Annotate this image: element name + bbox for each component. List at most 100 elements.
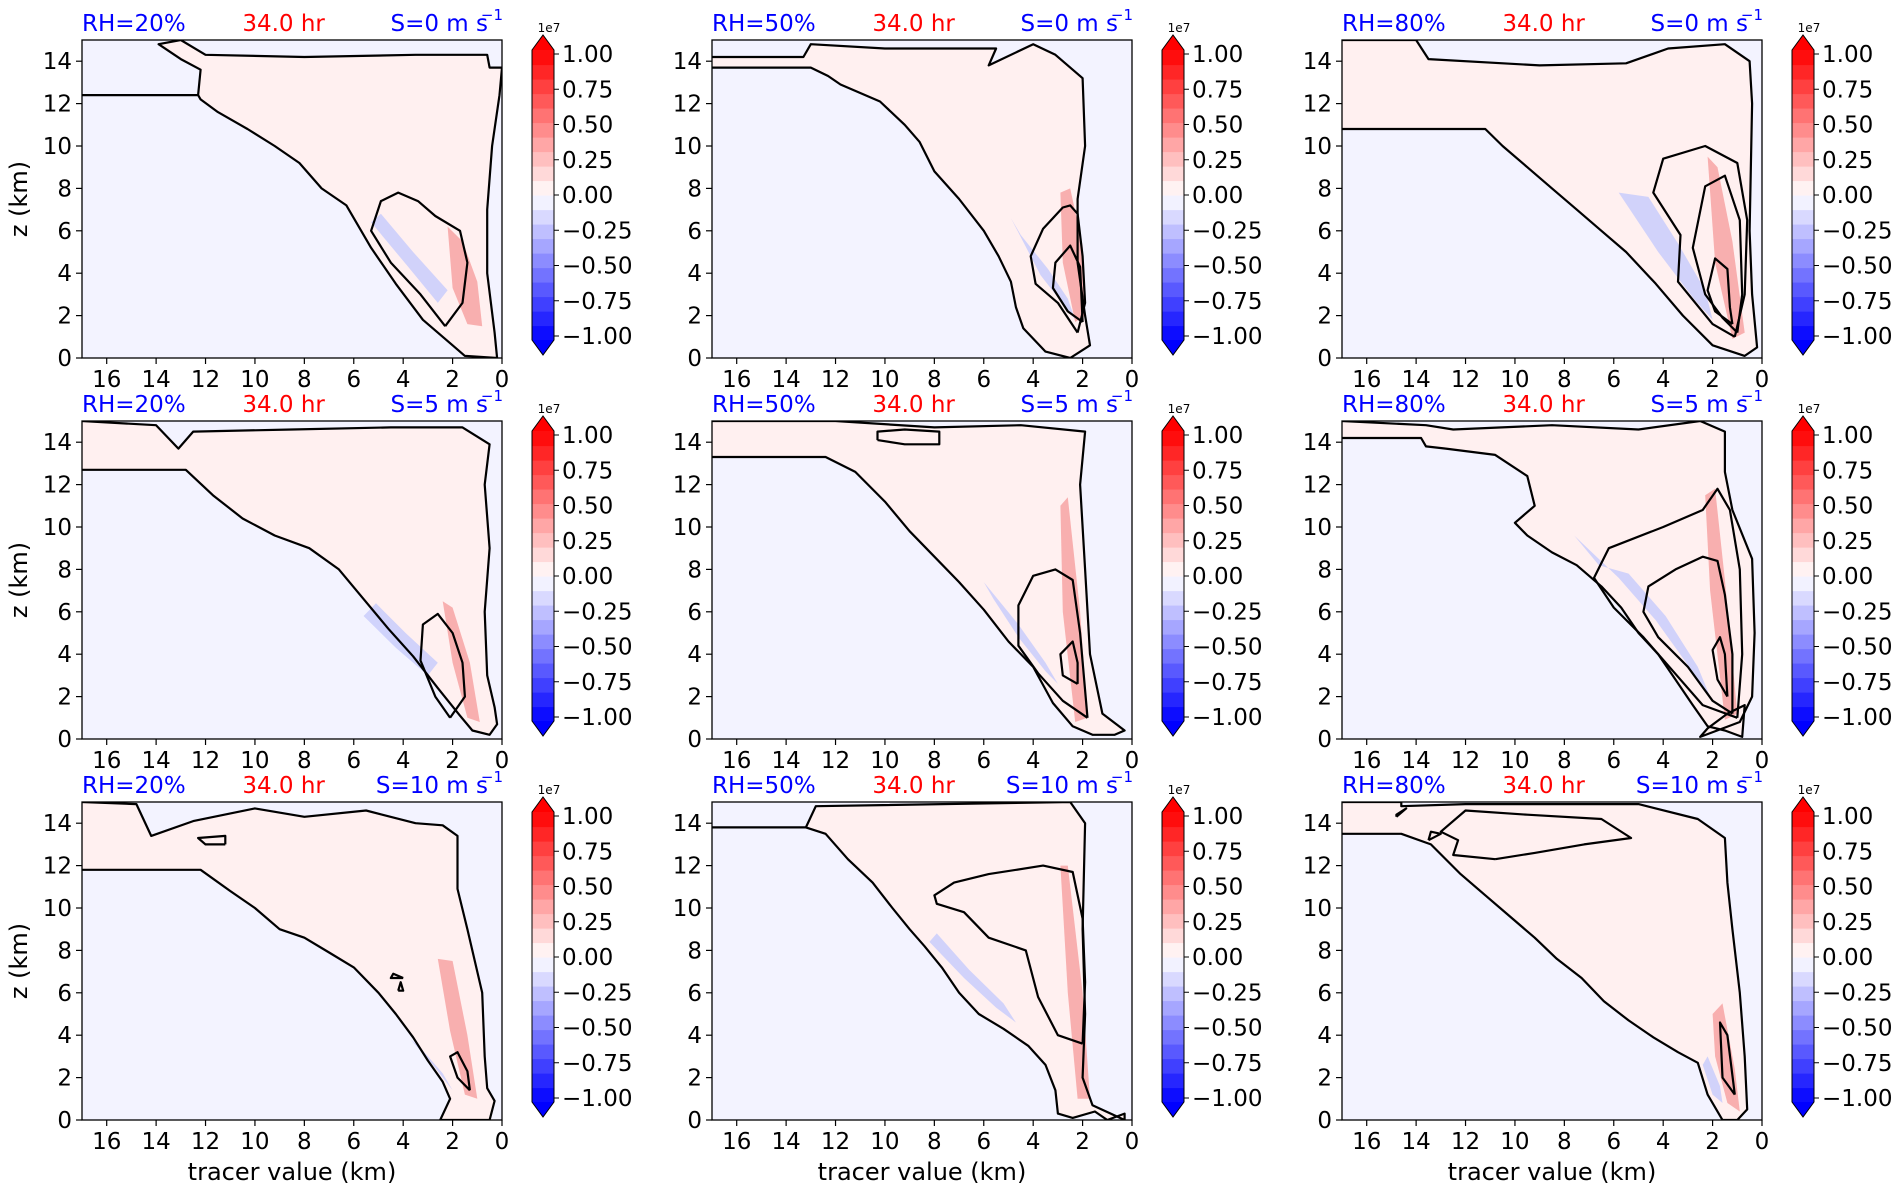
colorbar-step: [1162, 663, 1184, 679]
colorbar-outline: [1791, 796, 1815, 1118]
colorbar-step: [1162, 137, 1184, 153]
y-tick-label: 0: [57, 727, 72, 753]
field-layer: [1342, 421, 1756, 739]
colorbar-tick-label: −0.50: [1192, 635, 1262, 661]
colorbar-step: [532, 812, 554, 828]
outer-contour: [82, 802, 496, 1120]
title-right-superscript: −1: [481, 387, 503, 405]
x-tick-label: 4: [1656, 1129, 1671, 1155]
x-tick-label: 0: [1125, 1129, 1140, 1155]
colorbar-extend-bottom: [532, 721, 554, 736]
colorbar-extend-bottom: [1162, 340, 1184, 355]
colorbar-tick-label: −0.25: [562, 218, 632, 244]
colorbar-step: [1792, 1015, 1814, 1031]
colorbar-step: [532, 677, 554, 693]
title-right-superscript: −1: [1111, 768, 1133, 786]
colorbar-step: [1792, 151, 1814, 167]
x-tick-label: 0: [495, 367, 510, 393]
colorbar-step: [1792, 547, 1814, 563]
title-right-superscript: −1: [1111, 387, 1133, 405]
positive-core: [1707, 156, 1745, 339]
colorbar-step: [532, 605, 554, 621]
x-tick-label: 16: [92, 748, 121, 774]
colorbar-step: [1162, 692, 1184, 708]
colorbar-step: [1162, 431, 1184, 447]
x-tick-label: 0: [1755, 748, 1770, 774]
colorbar-tick-label: −1.00: [1192, 324, 1262, 350]
colorbar-tick-label: −0.75: [562, 670, 632, 696]
colorbar-extend-bottom: [532, 340, 554, 355]
colorbar-multiplier: 1e7: [538, 402, 561, 416]
title-left: RH=20%: [82, 392, 186, 418]
colorbar-step: [532, 1044, 554, 1060]
y-tick-label: 4: [687, 642, 702, 668]
negative-band: [1574, 535, 1711, 697]
x-tick-label: 10: [870, 748, 899, 774]
y-tick-label: 8: [57, 938, 72, 964]
colorbar-step: [1162, 576, 1184, 592]
y-tick-label: 12: [43, 473, 72, 499]
x-tick-label: 14: [771, 367, 800, 393]
negative-band: [929, 933, 1016, 1023]
inner-contour-3: [1711, 636, 1729, 698]
x-tick-label: 16: [722, 1129, 751, 1155]
colorbar-extend-bottom: [1792, 340, 1814, 355]
inner-contour-2: [1059, 640, 1079, 685]
y-tick-label: 4: [1317, 642, 1332, 668]
y-tick-label: 2: [687, 685, 702, 711]
x-tick-label: 14: [771, 1129, 800, 1155]
x-tick-label: 14: [1401, 367, 1430, 393]
colorbar-step: [1162, 267, 1184, 283]
positive-region: [1342, 40, 1758, 356]
colorbar-step: [1792, 971, 1814, 987]
colorbar-tick-label: −0.50: [1192, 254, 1262, 280]
colorbar-step: [532, 122, 554, 138]
x-tick-label: 10: [870, 367, 899, 393]
y-tick-label: 6: [687, 600, 702, 626]
y-tick-label: 14: [673, 430, 702, 456]
x-tick-label: 6: [346, 367, 361, 393]
colorbar-tick-label: −1.00: [1822, 705, 1892, 731]
colorbar-step: [532, 224, 554, 240]
colorbar-step: [532, 253, 554, 269]
colorbar-tick-label: −0.50: [1822, 1016, 1892, 1042]
x-tick-label: 14: [141, 1129, 170, 1155]
colorbar-multiplier: 1e7: [538, 783, 561, 797]
field-layer: [712, 43, 1092, 358]
inner-contour-1: [1718, 1021, 1736, 1096]
colorbar-tick-label: −0.75: [562, 1051, 632, 1077]
x-tick-label: 16: [722, 367, 751, 393]
colorbar-step: [532, 311, 554, 327]
colorbar-step: [1792, 166, 1814, 182]
colorbar-tick-label: 0.25: [1822, 148, 1873, 174]
colorbar-tick-label: 0.75: [1192, 77, 1243, 103]
colorbar-step: [1162, 296, 1184, 312]
colorbar-step: [1162, 826, 1184, 842]
x-tick-label: 6: [976, 1129, 991, 1155]
y-tick-label: 12: [673, 854, 702, 880]
outer-contour: [82, 421, 499, 736]
colorbar-tick-label: −0.25: [1192, 980, 1262, 1006]
colorbar-step: [1162, 224, 1184, 240]
colorbar-multiplier: 1e7: [538, 21, 561, 35]
title-right: S=5 m s: [390, 392, 488, 418]
y-tick-label: 2: [687, 1066, 702, 1092]
colorbar-step: [532, 692, 554, 708]
field-layer: [712, 421, 1126, 736]
x-tick-label: 0: [495, 1129, 510, 1155]
colorbar-step: [1792, 238, 1814, 254]
colorbar-extend-top: [532, 35, 554, 50]
colorbar-step: [1792, 195, 1814, 211]
x-tick-label: 8: [1557, 367, 1572, 393]
x-tick-label: 8: [297, 367, 312, 393]
x-tick-label: 12: [191, 748, 220, 774]
colorbar-tick-label: −1.00: [562, 705, 632, 731]
y-tick-label: 4: [1317, 261, 1332, 287]
colorbar-step: [1162, 1000, 1184, 1016]
colorbar-step: [1792, 590, 1814, 606]
colorbar-step: [1792, 489, 1814, 505]
y-tick-label: 14: [1303, 811, 1332, 837]
colorbar-step: [1162, 1087, 1184, 1103]
colorbar-step: [1792, 50, 1814, 66]
colorbar-step: [1162, 122, 1184, 138]
